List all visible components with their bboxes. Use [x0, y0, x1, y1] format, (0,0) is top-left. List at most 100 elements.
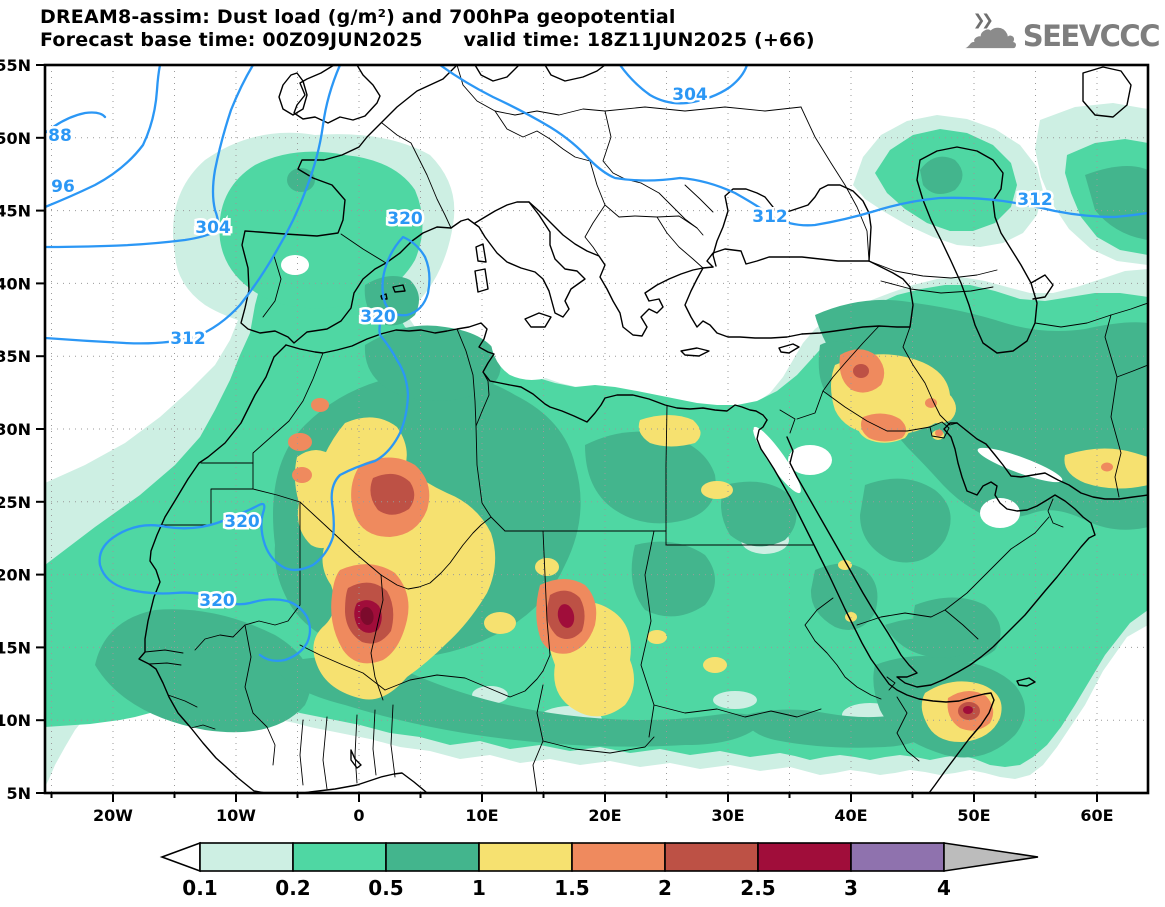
coastlines-part [380, 293, 388, 300]
coastlines-part [474, 65, 520, 82]
dust-layer-1.5-part [288, 433, 312, 451]
country-borders-part [804, 597, 882, 700]
country-borders-part [475, 425, 506, 532]
lat-tick-label: 15N [0, 638, 31, 657]
lon-tick-label: 20E [588, 806, 621, 825]
country-borders-part [354, 714, 358, 784]
country-borders-part [370, 574, 384, 701]
country-borders-part [542, 530, 551, 672]
dust-layer-0.5-part [721, 481, 797, 547]
country-borders-part [880, 280, 994, 294]
geopotential-label: 312 [752, 207, 788, 227]
coastlines-part [528, 201, 714, 337]
country-borders-part [653, 704, 822, 718]
coastlines-part [1030, 274, 1054, 300]
chart-title: DREAM8-assim: Dust load (g/m²) and 700hP… [40, 6, 676, 28]
lat-tick-label: 20N [0, 566, 31, 585]
colorbar-segment [757, 842, 852, 872]
dust-layer-1.5-part [935, 429, 943, 437]
country-borders-part [640, 182, 704, 236]
country-borders-part [1047, 498, 1064, 528]
white-pockets-part [281, 255, 309, 275]
country-borders-part [602, 110, 642, 184]
coastlines-part [350, 749, 362, 769]
country-borders-part [494, 110, 591, 162]
coastlines-part [278, 72, 308, 116]
coastlines-part [1082, 66, 1132, 118]
country-borders-part [244, 624, 276, 766]
country-borders-part [322, 716, 328, 790]
cloud-icon-part: ❯❯ [972, 11, 994, 29]
coastlines-part [285, 322, 768, 423]
country-borders-part [584, 160, 606, 257]
country-borders-part [299, 719, 304, 786]
lon-tick-label: 60E [1080, 806, 1113, 825]
dust-layer-1.5-part [292, 467, 312, 483]
country-borders-part [372, 709, 377, 776]
dust-layer-1.5-part [311, 398, 329, 412]
geopotential-contours-part [381, 235, 431, 317]
country-borders-part [262, 255, 282, 318]
lon-tick-label: 50E [957, 806, 990, 825]
coastlines-part [474, 268, 489, 293]
lat-tick-label: 25N [0, 493, 31, 512]
country-borders-part [604, 106, 802, 112]
geopotential-contours-part [45, 65, 162, 209]
coastlines-part [712, 184, 872, 267]
dust-layer-2.5-part [963, 706, 973, 714]
geopotential-contours-part [98, 315, 410, 662]
dust-layer-1.5-part [1101, 462, 1113, 472]
country-borders-part [779, 390, 824, 434]
geopotential-contours-part [438, 65, 1148, 227]
dust-layer-1.0-part [701, 481, 733, 499]
dust-layer-1.0-part [917, 390, 956, 424]
coastlines-part [680, 347, 710, 357]
country-borders-part [194, 501, 301, 651]
lat-tick-label: 50N [0, 129, 31, 148]
dust-layer-0.5-part [810, 563, 878, 630]
country-borders-part [856, 516, 1050, 626]
country-borders-part [475, 371, 490, 427]
coastlines-part [240, 65, 458, 344]
geopotential-contours-part [45, 111, 107, 135]
lon-tick-label: 20W [93, 806, 133, 825]
white-pockets-part [489, 316, 573, 380]
dust-layer-0.1-holes-part [713, 691, 757, 709]
colorbar-value-label: 1.5 [554, 876, 589, 900]
dust-layer-2.0-part [853, 364, 869, 378]
dust-layer-1.5-part [861, 413, 907, 442]
country-borders-part [684, 184, 714, 213]
dust-layer-2.5-part [557, 604, 575, 628]
country-borders-part [1110, 302, 1148, 316]
colorbar-value-label: 3 [844, 876, 858, 900]
country-borders-part [1104, 314, 1122, 498]
colorbar-value-label: 0.1 [182, 876, 217, 900]
country-borders-part [665, 405, 668, 546]
colorbar-segment [199, 842, 294, 872]
country-borders-part [340, 233, 387, 264]
country-borders-part [381, 122, 452, 229]
coastlines-part [706, 248, 870, 268]
lon-tick-label: 30E [711, 806, 744, 825]
lat-tick-label: 35N [0, 347, 31, 366]
geopotential-label: 320 [199, 591, 235, 611]
dust-layer-0.5-part [631, 541, 715, 617]
coastlines-part [138, 344, 287, 793]
geopotential-contours [45, 65, 1148, 662]
country-borders-part [886, 676, 896, 691]
map-plot-part: 88 96 304 304 312 312 312 320 320 320 320 20W 10W 0 1… [0, 56, 1150, 825]
geopotential-contours-part [45, 65, 255, 249]
dust-layer-0.5-part [885, 617, 976, 658]
country-borders-part [1116, 364, 1148, 378]
coastlines-part [475, 243, 487, 263]
dust-layer-2.5 [354, 600, 973, 714]
coastlines-part [1016, 677, 1036, 687]
coastlines-part [756, 419, 995, 793]
geopotential-label: 304 [195, 218, 231, 238]
colorbar-value-label: 0.2 [275, 876, 310, 900]
coastlines-part [684, 267, 803, 339]
dust-layer-1.5-part [925, 398, 937, 408]
coastlines-part [450, 201, 586, 318]
country-borders-part [167, 694, 216, 730]
country-borders-part [144, 649, 184, 666]
